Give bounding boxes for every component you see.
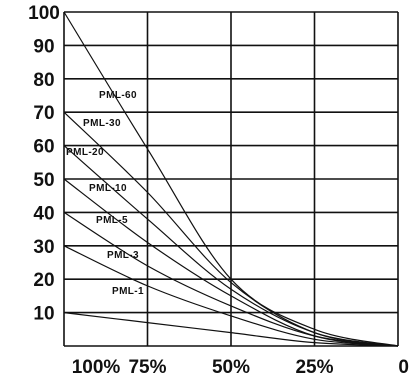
x-tick-label-1: 75% [128,357,166,378]
y-tick-label-50: 50 [33,170,54,191]
y-tick-label-30: 30 [33,237,54,258]
series-curves [63,11,399,347]
x-tick-label-3: 25% [295,357,333,378]
y-tick-label-80: 80 [33,70,54,91]
y-tick-label-20: 20 [33,270,54,291]
y-tick-label-90: 90 [33,36,54,57]
y-tick-label-60: 60 [33,137,54,158]
x-tick-label-0: 100% [72,357,121,378]
series-line-pml-20 [63,145,399,347]
series-label-pml-10: PML-10 [89,183,127,194]
series-line-pml-60 [63,11,399,347]
series-line-pml-10 [63,178,399,347]
series-labels: PML-60 PML-30 PML-20 PML-10 PML-5 PML-3 PML-1 [66,90,144,297]
grid [63,11,399,347]
y-tick-label-100: 100 [28,3,60,24]
series-label-pml-20: PML-20 [66,147,104,158]
series-label-pml-5: PML-5 [96,215,128,226]
series-label-pml-30: PML-30 [83,118,121,129]
series-label-pml-1: PML-1 [112,286,144,297]
series-line-pml-5 [63,211,399,347]
x-axis-ticks: 100% 75% 50% 25% 0 [72,357,409,378]
series-line-pml-3 [63,245,399,347]
series-label-pml-3: PML-3 [107,250,139,261]
series-line-pml-1 [63,312,399,347]
y-axis-ticks: 10 20 30 40 50 60 70 80 90 100 [28,3,60,325]
y-tick-label-40: 40 [33,203,54,224]
y-tick-label-70: 70 [33,103,54,124]
x-tick-label-2: 50% [212,357,250,378]
y-tick-label-10: 10 [33,304,54,325]
x-tick-label-4: 0 [398,357,409,378]
series-label-pml-60: PML-60 [99,90,137,101]
